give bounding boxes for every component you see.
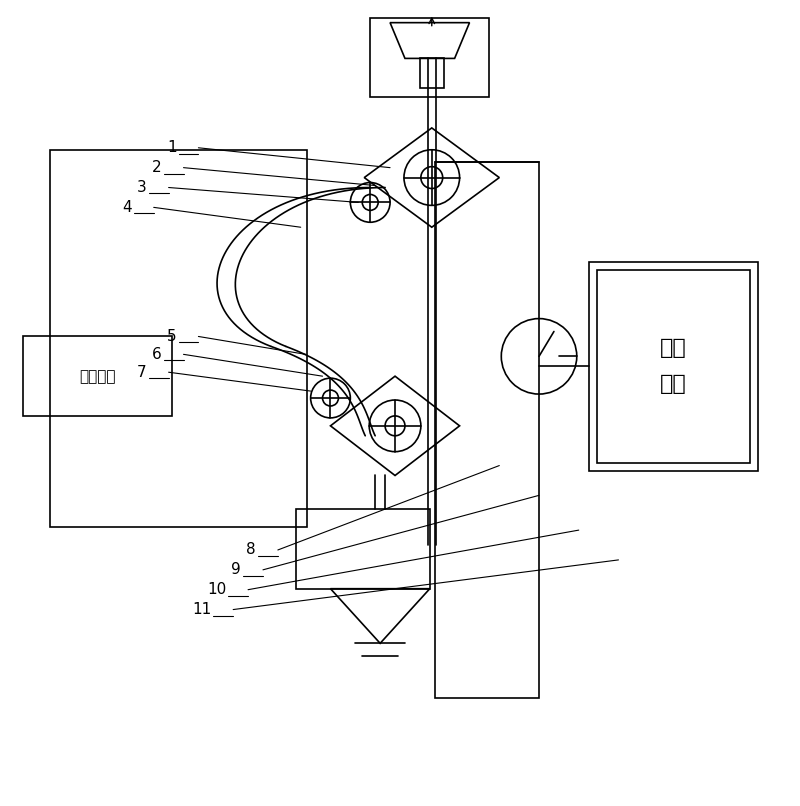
Bar (597, 270, 750, 463)
Bar (22, 336, 171, 416)
Bar (50, 150, 306, 527)
Text: 液压
装置: 液压 装置 (660, 339, 686, 394)
Bar (420, 58, 444, 88)
Bar (434, 162, 539, 698)
Text: 6: 6 (152, 347, 162, 362)
Text: 3: 3 (137, 180, 146, 195)
Text: 11: 11 (192, 602, 211, 617)
Bar (370, 18, 490, 98)
Text: 检测系统: 检测系统 (79, 368, 115, 384)
Text: 5: 5 (167, 329, 177, 344)
Text: 9: 9 (231, 563, 241, 577)
Text: 1: 1 (167, 140, 177, 156)
Bar (589, 262, 758, 471)
Text: 10: 10 (207, 582, 226, 597)
Text: 7: 7 (137, 365, 146, 380)
Text: 2: 2 (152, 160, 162, 175)
Bar (296, 509, 430, 588)
Text: 8: 8 (246, 542, 256, 558)
Text: 4: 4 (122, 200, 132, 215)
